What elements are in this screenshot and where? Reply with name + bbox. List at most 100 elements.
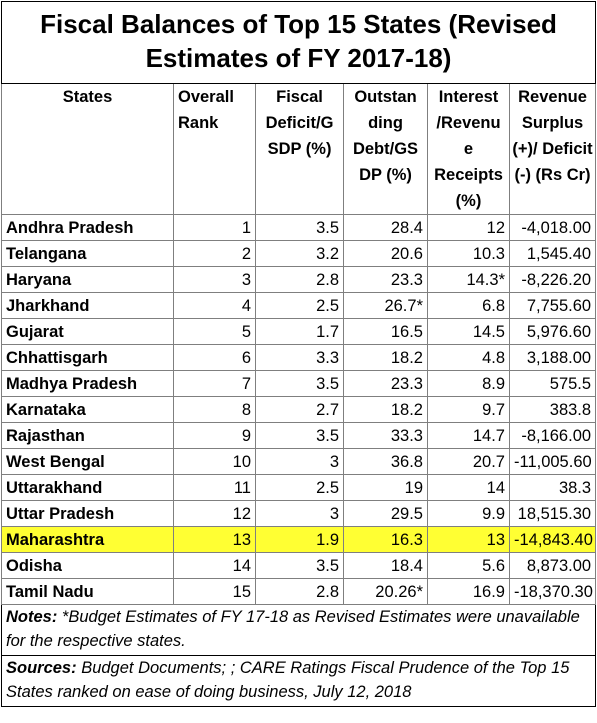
cell-overall-rank: 8 <box>173 396 256 423</box>
cell-overall-rank: 6 <box>173 344 256 371</box>
header-outstanding-debt: Outstan ding Debt/GS DP (%) <box>343 83 428 215</box>
table-row-highlighted: Maharashtra 13 1.9 16.3 13 -14,843.40 <box>1 526 597 553</box>
table-row: Rajasthan 9 3.5 33.3 14.7 -8,166.00 <box>1 422 597 449</box>
cell-interest-revenue: 20.7 <box>427 448 510 475</box>
cell-interest-revenue: 9.9 <box>427 500 510 527</box>
cell-outstanding-debt: 16.5 <box>343 318 428 345</box>
cell-overall-rank: 11 <box>173 474 256 501</box>
cell-state: Karnataka <box>1 396 174 423</box>
cell-fiscal-deficit: 2.5 <box>255 474 344 501</box>
cell-state: Tamil Nadu <box>1 578 174 605</box>
cell-revenue-surplus-deficit: 8,873.00 <box>508 552 597 579</box>
cell-outstanding-debt: 16.3 <box>343 526 428 553</box>
cell-outstanding-debt: 18.2 <box>343 396 428 423</box>
cell-outstanding-debt: 18.2 <box>343 344 428 371</box>
cell-interest-revenue: 12 <box>427 214 510 241</box>
header-overall-rank: Overall Rank <box>173 83 256 215</box>
cell-revenue-surplus-deficit: 5,976.60 <box>508 318 597 345</box>
cell-interest-revenue: 14.7 <box>427 422 510 449</box>
cell-overall-rank: 7 <box>173 370 256 397</box>
cell-outstanding-debt: 23.3 <box>343 370 428 397</box>
cell-overall-rank: 3 <box>173 266 256 293</box>
cell-interest-revenue: 4.8 <box>427 344 510 371</box>
cell-fiscal-deficit: 2.8 <box>255 266 344 293</box>
cell-state: Uttarakhand <box>1 474 174 501</box>
cell-outstanding-debt: 33.3 <box>343 422 428 449</box>
cell-interest-revenue: 14.3* <box>427 266 510 293</box>
cell-fiscal-deficit: 3.5 <box>255 422 344 449</box>
table-row: Odisha 14 3.5 18.4 5.6 8,873.00 <box>1 552 597 579</box>
cell-outstanding-debt: 20.6 <box>343 240 428 267</box>
notes-label: Notes: <box>6 608 58 626</box>
cell-revenue-surplus-deficit: -4,018.00 <box>508 214 597 241</box>
cell-revenue-surplus-deficit: 3,188.00 <box>508 344 597 371</box>
cell-overall-rank: 13 <box>173 526 256 553</box>
sources-text: Budget Documents; ; CARE Ratings Fiscal … <box>6 659 570 701</box>
cell-overall-rank: 2 <box>173 240 256 267</box>
table-row: Haryana 3 2.8 23.3 14.3* -8,226.20 <box>1 266 597 293</box>
cell-overall-rank: 9 <box>173 422 256 449</box>
cell-state: Haryana <box>1 266 174 293</box>
table-row: Telangana 2 3.2 20.6 10.3 1,545.40 <box>1 240 597 267</box>
cell-overall-rank: 5 <box>173 318 256 345</box>
cell-interest-revenue: 9.7 <box>427 396 510 423</box>
table-body: Andhra Pradesh 1 3.5 28.4 12 -4,018.00 Telanga… <box>1 214 597 605</box>
cell-state: Chhattisgarh <box>1 344 174 371</box>
table-row: Andhra Pradesh 1 3.5 28.4 12 -4,018.00 <box>1 214 597 241</box>
cell-state: Madhya Pradesh <box>1 370 174 397</box>
cell-state: Rajasthan <box>1 422 174 449</box>
notes-text: *Budget Estimates of FY 17-18 as Revised… <box>6 608 580 650</box>
cell-revenue-surplus-deficit: -8,226.20 <box>508 266 597 293</box>
cell-outstanding-debt: 36.8 <box>343 448 428 475</box>
cell-overall-rank: 4 <box>173 292 256 319</box>
sources-label: Sources: <box>6 659 77 677</box>
header-fiscal-deficit: Fiscal Deficit/G SDP (%) <box>255 83 344 215</box>
table-row: Jharkhand 4 2.5 26.7* 6.8 7,755.60 <box>1 292 597 319</box>
cell-outstanding-debt: 28.4 <box>343 214 428 241</box>
header-row: States Overall Rank Fiscal Deficit/G SDP… <box>1 83 597 215</box>
cell-interest-revenue: 16.9 <box>427 578 510 605</box>
cell-outstanding-debt: 20.26* <box>343 578 428 605</box>
cell-revenue-surplus-deficit: 18,515.30 <box>508 500 597 527</box>
cell-fiscal-deficit: 3.2 <box>255 240 344 267</box>
table-row: Uttar Pradesh 12 3 29.5 9.9 18,515.30 <box>1 500 597 527</box>
table-row: Madhya Pradesh 7 3.5 23.3 8.9 575.5 <box>1 370 597 397</box>
cell-overall-rank: 14 <box>173 552 256 579</box>
cell-interest-revenue: 6.8 <box>427 292 510 319</box>
cell-outstanding-debt: 29.5 <box>343 500 428 527</box>
header-states: States <box>1 83 174 215</box>
cell-interest-revenue: 8.9 <box>427 370 510 397</box>
cell-revenue-surplus-deficit: 575.5 <box>508 370 597 397</box>
table-row: West Bengal 10 3 36.8 20.7 -11,005.60 <box>1 448 597 475</box>
cell-interest-revenue: 10.3 <box>427 240 510 267</box>
cell-overall-rank: 12 <box>173 500 256 527</box>
cell-revenue-surplus-deficit: 7,755.60 <box>508 292 597 319</box>
header-interest-revenue: Interest /Revenu e Receipts (%) <box>427 83 510 215</box>
cell-fiscal-deficit: 1.9 <box>255 526 344 553</box>
cell-revenue-surplus-deficit: -8,166.00 <box>508 422 597 449</box>
cell-outstanding-debt: 18.4 <box>343 552 428 579</box>
cell-fiscal-deficit: 3 <box>255 500 344 527</box>
cell-revenue-surplus-deficit: -14,843.40 <box>508 526 597 553</box>
cell-interest-revenue: 14.5 <box>427 318 510 345</box>
cell-overall-rank: 10 <box>173 448 256 475</box>
cell-overall-rank: 1 <box>173 214 256 241</box>
cell-state: Odisha <box>1 552 174 579</box>
cell-state: Jharkhand <box>1 292 174 319</box>
notes: Notes: *Budget Estimates of FY 17-18 as … <box>0 604 597 656</box>
table-row: Karnataka 8 2.7 18.2 9.7 383.8 <box>1 396 597 423</box>
cell-fiscal-deficit: 2.5 <box>255 292 344 319</box>
cell-fiscal-deficit: 3.3 <box>255 344 344 371</box>
cell-state: Uttar Pradesh <box>1 500 174 527</box>
cell-fiscal-deficit: 3.5 <box>255 552 344 579</box>
cell-fiscal-deficit: 3.5 <box>255 214 344 241</box>
cell-fiscal-deficit: 1.7 <box>255 318 344 345</box>
cell-outstanding-debt: 23.3 <box>343 266 428 293</box>
cell-interest-revenue: 13 <box>427 526 510 553</box>
cell-fiscal-deficit: 2.8 <box>255 578 344 605</box>
cell-revenue-surplus-deficit: 1,545.40 <box>508 240 597 267</box>
cell-outstanding-debt: 19 <box>343 474 428 501</box>
cell-revenue-surplus-deficit: -18,370.30 <box>508 578 597 605</box>
table-title: Fiscal Balances of Top 15 States (Revise… <box>0 1 597 84</box>
table-row: Gujarat 5 1.7 16.5 14.5 5,976.60 <box>1 318 597 345</box>
